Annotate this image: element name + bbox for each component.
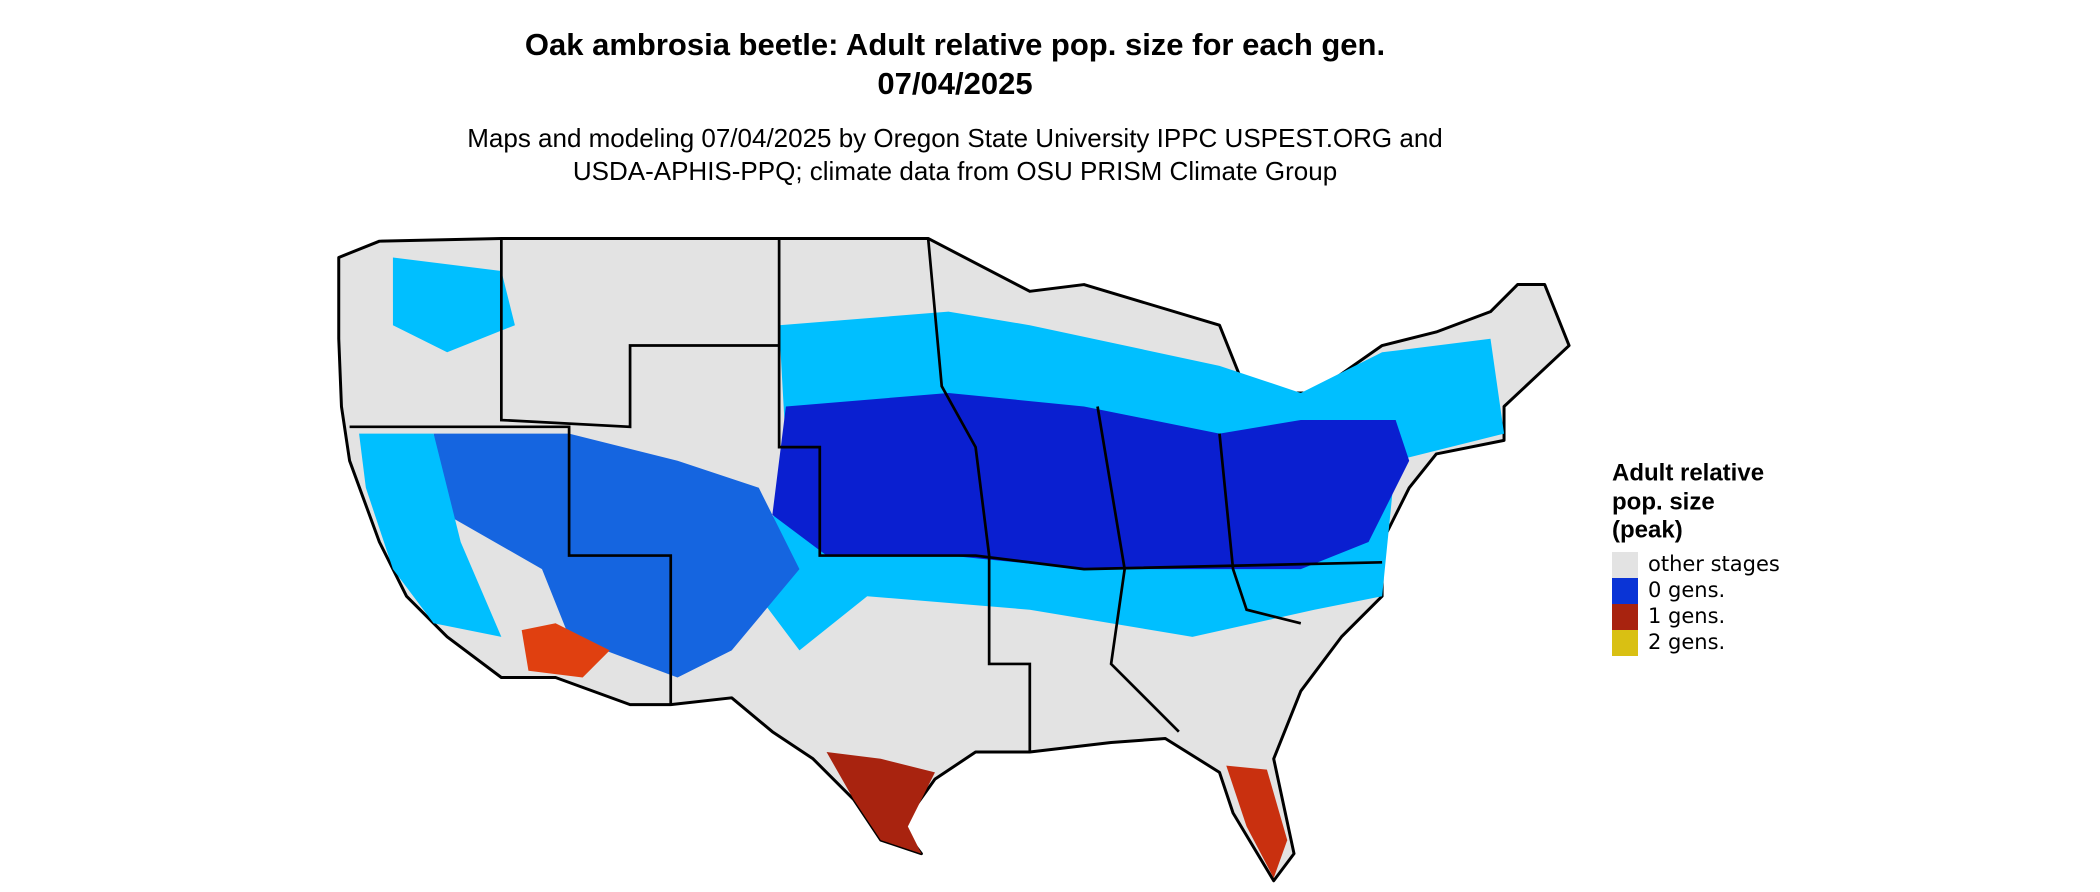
- texas-red-region: [826, 752, 935, 854]
- west-light-region: [359, 433, 502, 637]
- state-border: [349, 425, 673, 705]
- legend-swatch: [1612, 578, 1638, 604]
- legend-title: (peak): [1612, 516, 1683, 543]
- legend-label: 2 gens.: [1648, 630, 1725, 654]
- legend-swatch: [1612, 630, 1638, 656]
- florida-red-region: [1226, 765, 1288, 879]
- state-border: [1218, 433, 1302, 625]
- legend-label: other stages: [1648, 552, 1780, 576]
- legend-label: 0 gens.: [1648, 578, 1725, 602]
- title: Oak ambrosia beetle: Adult relative pop.…: [525, 27, 1385, 62]
- northwest-region: [392, 257, 515, 353]
- state-border: [777, 238, 1383, 571]
- legend-title: pop. size: [1612, 488, 1715, 515]
- subtitle: Maps and modeling 07/04/2025 by Oregon S…: [467, 123, 1443, 153]
- legend-swatch: [1612, 552, 1638, 578]
- dark-blue-region: [772, 392, 1410, 570]
- state-border: [499, 238, 780, 429]
- state-borders: [349, 238, 1383, 753]
- us-map: [337, 236, 1571, 883]
- southwest-red-region: [521, 623, 610, 678]
- title-date: 07/04/2025: [877, 66, 1032, 101]
- legend: Adult relative pop. size (peak) other st…: [1612, 459, 1780, 656]
- state-border: [1096, 406, 1180, 733]
- subtitle: USDA-APHIS-PPQ; climate data from OSU PR…: [573, 156, 1337, 186]
- legend-title: Adult relative: [1612, 459, 1764, 486]
- legend-label: 1 gens.: [1648, 604, 1725, 628]
- state-border: [926, 238, 1032, 753]
- legend-swatch: [1612, 604, 1638, 630]
